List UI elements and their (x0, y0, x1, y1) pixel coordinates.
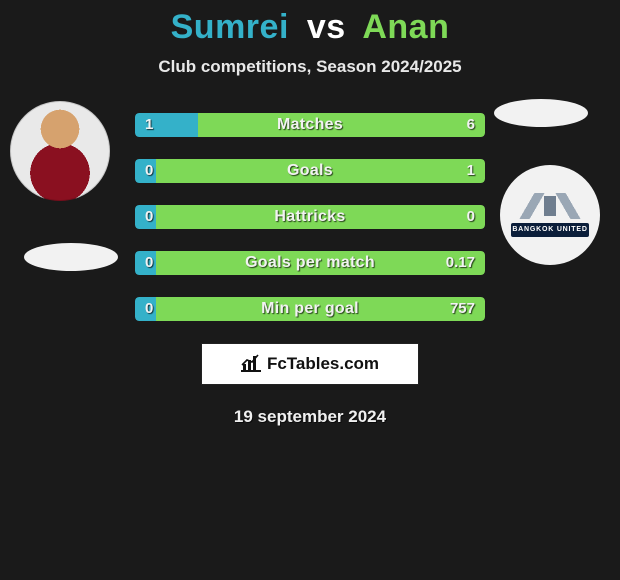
date-text: 19 september 2024 (0, 407, 620, 427)
stat-label: Goals (135, 159, 485, 183)
source-attribution: FcTables.com (201, 343, 419, 385)
stat-label: Matches (135, 113, 485, 137)
page-title: Sumrei vs Anan (0, 8, 620, 47)
stat-row: 16Matches (135, 113, 485, 137)
stat-label: Min per goal (135, 297, 485, 321)
stat-row: 00.17Goals per match (135, 251, 485, 275)
comparison-card: Sumrei vs Anan Club competitions, Season… (0, 0, 620, 427)
player1-photo (10, 101, 110, 201)
stat-label: Goals per match (135, 251, 485, 275)
stat-row: 00Hattricks (135, 205, 485, 229)
player2-badge-placeholder (494, 99, 588, 127)
title-vs: vs (307, 8, 346, 46)
club-logo-banner: BANGKOK UNITED (511, 223, 589, 237)
stats-list: 16Matches 01Goals 00Hattricks 00.17Goals pe… (135, 113, 485, 321)
player1-club-badge (24, 243, 118, 271)
source-label: FcTables.com (267, 354, 379, 374)
player2-club-logo: BANGKOK UNITED (500, 165, 600, 265)
stat-row: 01Goals (135, 159, 485, 183)
title-player2: Anan (362, 8, 449, 46)
stat-label: Hattricks (135, 205, 485, 229)
content-area: BANGKOK UNITED 16Matches 01Goals 00Hattric… (0, 113, 620, 427)
club-logo-wings-icon (514, 193, 586, 219)
stat-row: 0757Min per goal (135, 297, 485, 321)
subtitle: Club competitions, Season 2024/2025 (0, 57, 620, 77)
title-player1: Sumrei (171, 8, 289, 46)
chart-icon (241, 354, 261, 375)
